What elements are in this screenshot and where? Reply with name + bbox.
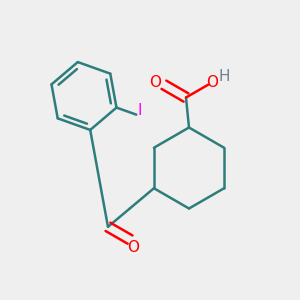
Text: O: O	[206, 75, 218, 90]
Text: O: O	[127, 241, 139, 256]
Text: O: O	[149, 75, 161, 90]
Text: H: H	[219, 69, 230, 84]
Text: I: I	[137, 103, 142, 118]
